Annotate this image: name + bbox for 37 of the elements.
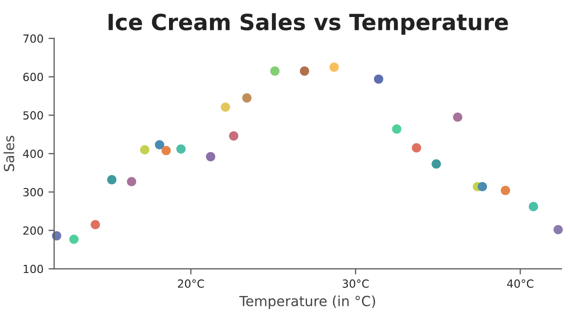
point [528,202,538,212]
point [500,186,510,196]
x-tick-label: 20°C [178,279,204,288]
point [478,182,488,192]
y-tick-label: 700 [23,34,43,43]
x-axis-title: Temperature (in °C) [239,296,376,309]
point [220,102,230,112]
y-tick-label: 100 [24,264,43,274]
point [453,112,462,122]
y-tick-label: 200 [23,226,43,235]
point [161,146,171,156]
point [392,124,402,134]
point [229,131,238,141]
point [176,144,186,154]
y-tick-label: 600 [23,72,43,82]
point [154,140,164,150]
y-tick-label: 400 [23,150,43,158]
point [126,176,136,186]
point [432,159,441,169]
chart-title: Ice Cream Sales vs Temperature [108,13,508,35]
point [242,93,252,103]
point [300,66,310,76]
y-tick-label: 300 [23,188,43,196]
x-tick-label: 30°C [342,279,369,288]
point [412,143,422,152]
point [270,66,280,76]
y-tick-label: 500 [23,111,43,120]
point [374,74,384,84]
point [206,152,216,162]
point [553,224,563,234]
y-axis-title: Sales [4,136,14,172]
point [107,175,116,184]
x-tick-label: 40°C [507,279,534,288]
point [69,234,79,244]
point [90,220,100,230]
point [329,62,339,72]
point [140,145,150,154]
